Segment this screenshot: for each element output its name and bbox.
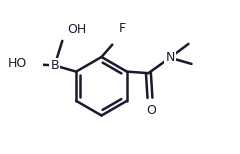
Text: F: F (119, 22, 126, 35)
Text: B: B (50, 59, 59, 72)
Text: N: N (165, 51, 175, 64)
Text: OH: OH (67, 23, 86, 36)
Text: O: O (147, 104, 156, 117)
Text: HO: HO (8, 57, 27, 70)
